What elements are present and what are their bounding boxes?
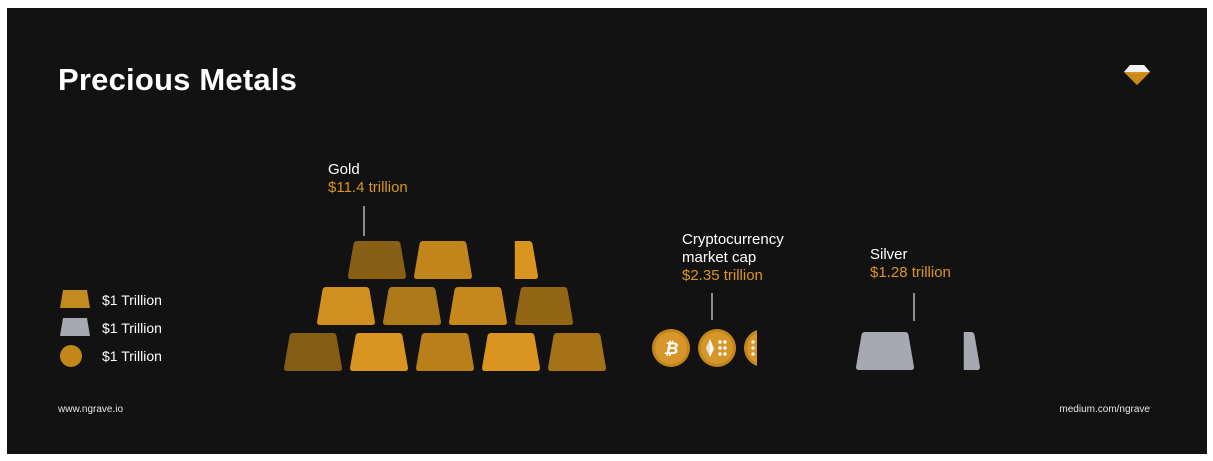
coin-icon: [60, 345, 82, 367]
gold-bar: [482, 333, 540, 371]
gold-bar: [449, 287, 507, 325]
gold-bar: [284, 333, 342, 371]
page-title: Precious Metals: [58, 62, 298, 97]
bitcoin-icon: ₿: [652, 329, 690, 367]
crypto-label-line1: Cryptocurrency: [682, 231, 784, 248]
svg-text:₿: ₿: [664, 339, 679, 358]
silver-bar-icon: [60, 318, 90, 336]
infographic-card: Precious Metals $1 Trillion $1 Trillion …: [7, 8, 1207, 454]
silver-value: $1.28 trillion: [870, 264, 951, 281]
dots-icon: [744, 329, 757, 367]
gold-label: Gold: [328, 161, 360, 178]
pictograph-chart: ₿: [284, 206, 980, 371]
gold-bar: [416, 333, 474, 371]
gold-bar: [414, 241, 472, 279]
medium-link[interactable]: medium.com/ngrave: [1059, 404, 1150, 415]
silver-annotation: Silver $1.28 trillion: [870, 246, 951, 282]
silver-bar: [856, 332, 914, 370]
silver-bar: [963, 332, 980, 370]
crypto-annotation: Cryptocurrency market cap $2.35 trillion: [682, 231, 784, 285]
gold-bar: [383, 287, 441, 325]
gold-bar: [515, 287, 573, 325]
gold-bar: [350, 333, 408, 371]
gold-bar: [548, 333, 606, 371]
silver-label: Silver: [870, 246, 908, 263]
ethereum-icon: [698, 329, 736, 367]
website-link[interactable]: www.ngrave.io: [58, 404, 124, 415]
gold-bar: [317, 287, 375, 325]
legend-label: $1 Trillion: [102, 348, 162, 364]
gold-value: $11.4 trillion: [328, 179, 408, 196]
crypto-label-line2: market cap: [682, 249, 757, 266]
gold-bar: [348, 241, 406, 279]
gold-annotation: Gold $11.4 trillion: [328, 161, 408, 197]
gold-bar-icon: [60, 290, 90, 308]
crypto-value: $2.35 trillion: [682, 267, 763, 284]
legend-label: $1 Trillion: [102, 292, 162, 308]
gold-bar: [514, 241, 538, 279]
legend-label: $1 Trillion: [102, 320, 162, 336]
